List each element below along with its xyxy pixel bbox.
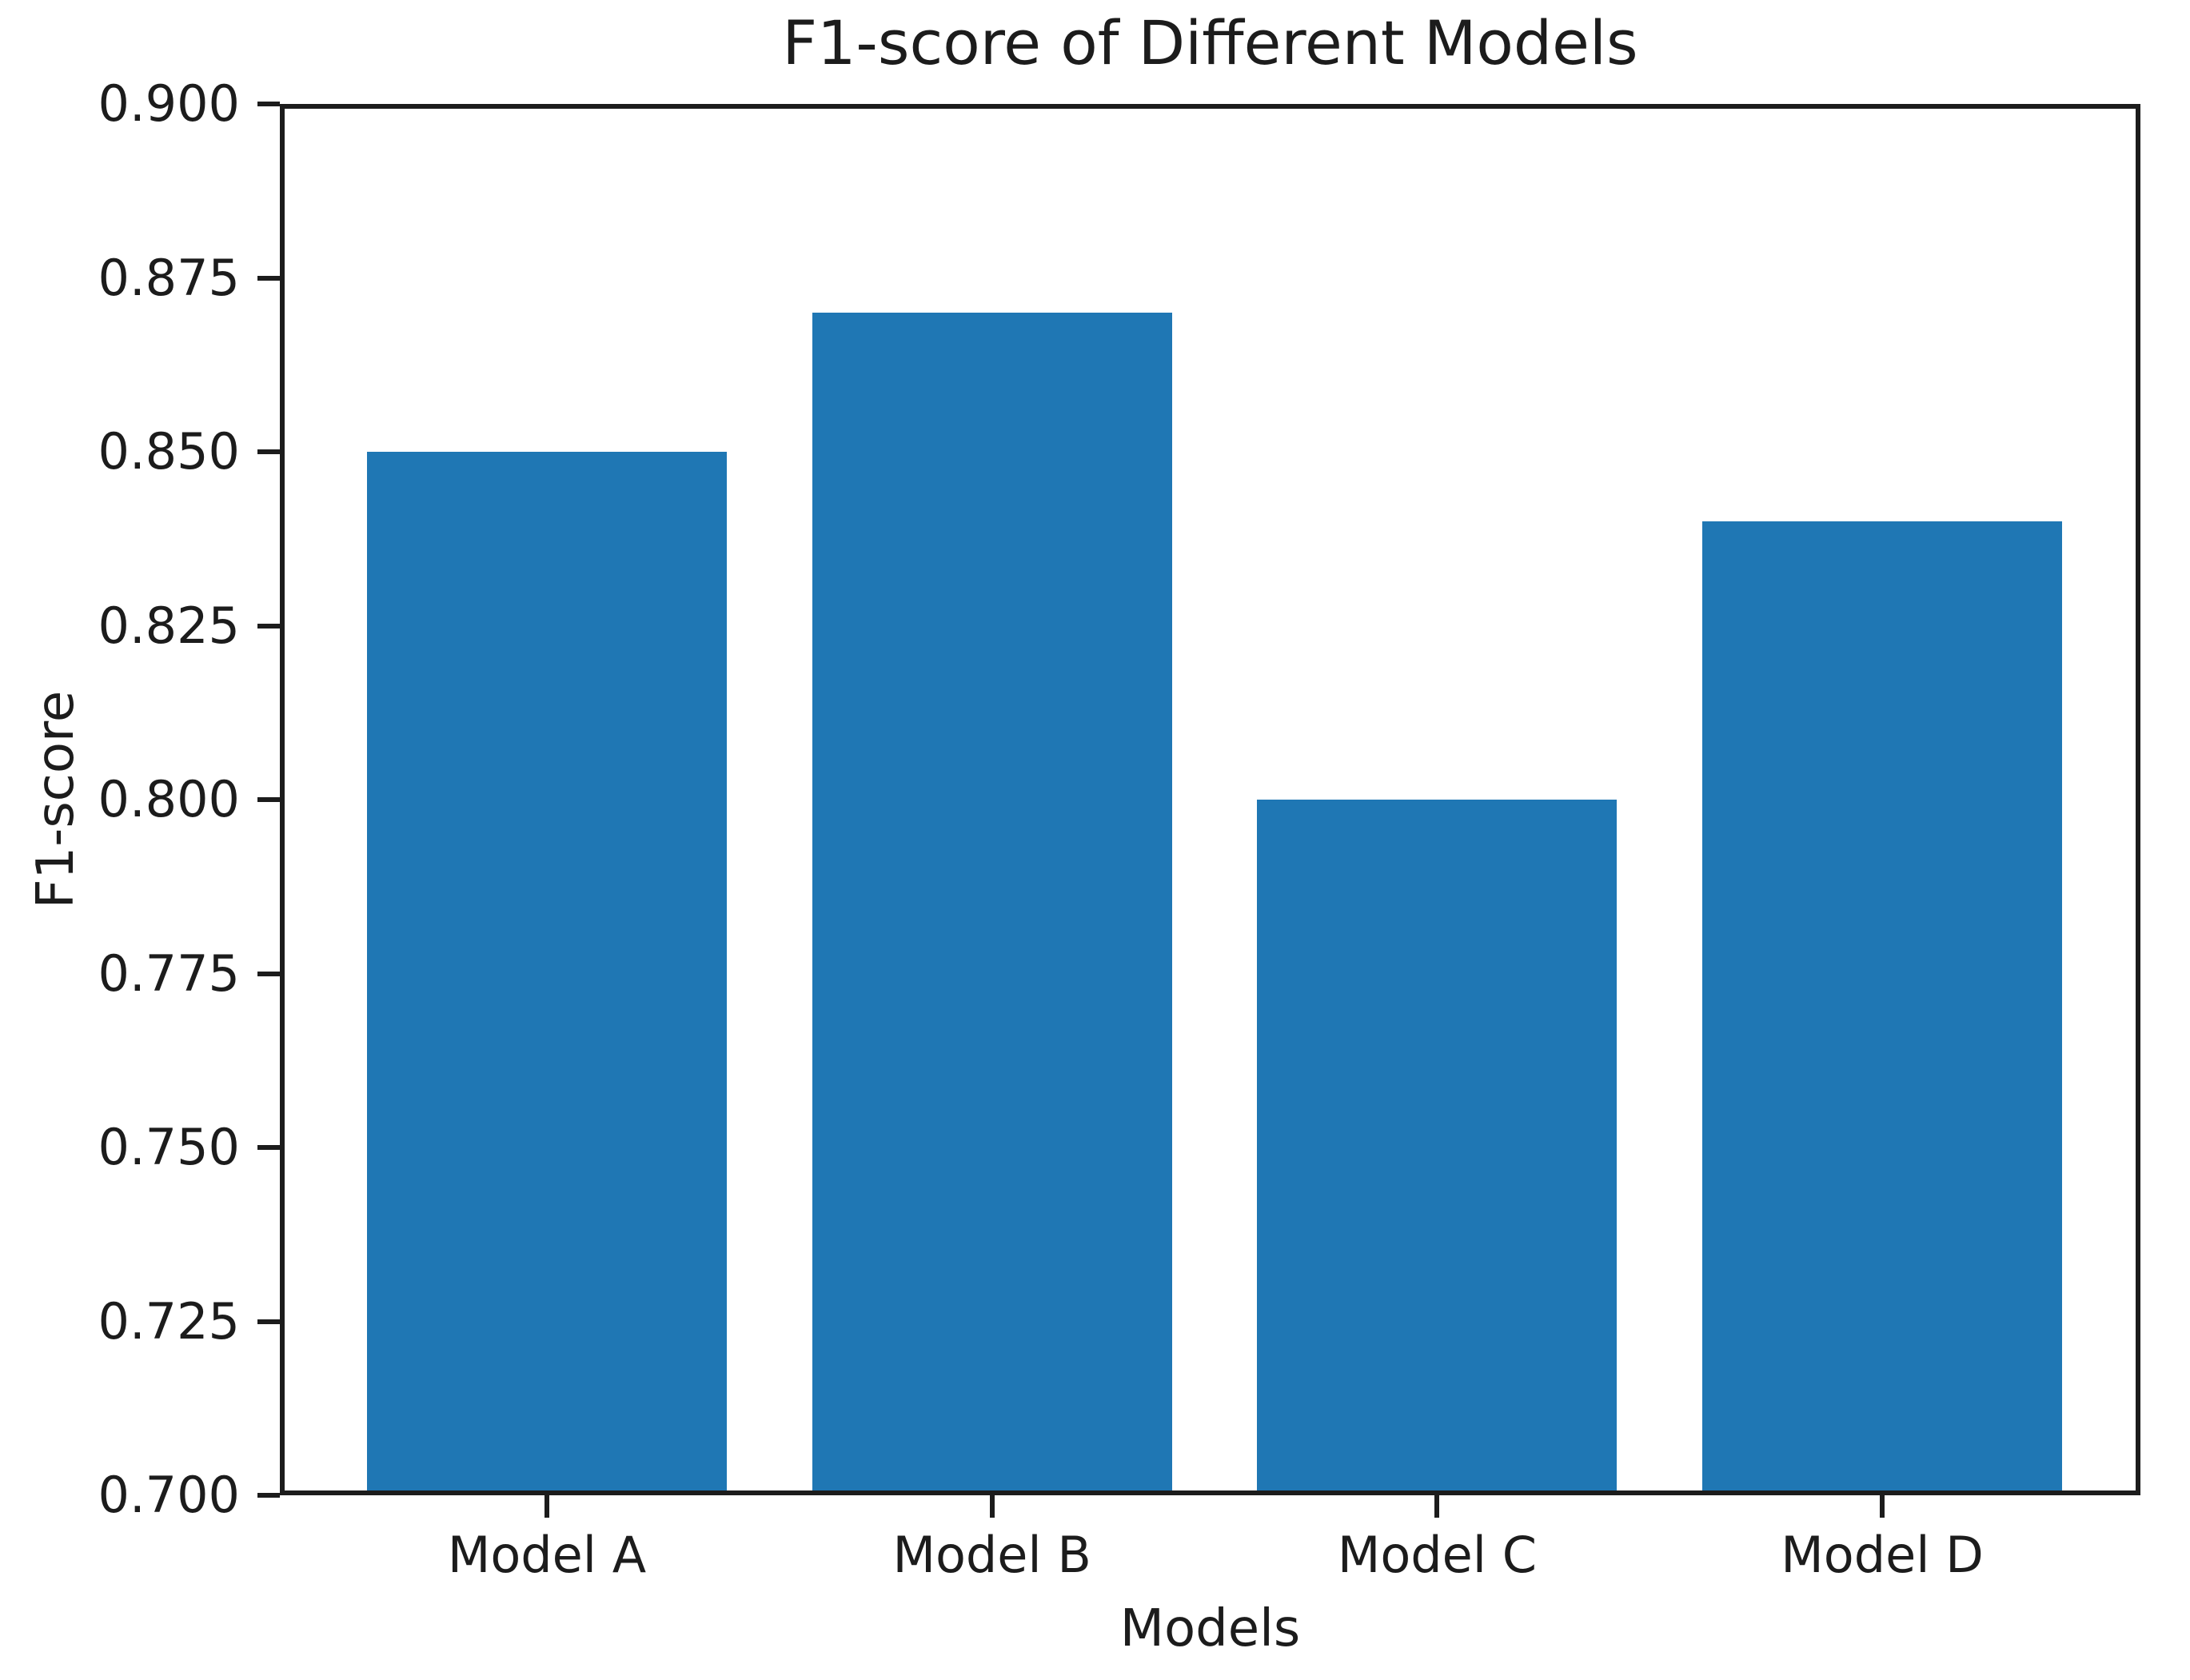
bar-model-d: [1702, 521, 2063, 1495]
bar-model-a: [367, 452, 728, 1495]
y-tick-label: 0.750: [98, 1118, 241, 1176]
y-axis-label: F1-score: [26, 690, 86, 909]
y-tick-label: 0.900: [98, 74, 241, 133]
x-tick-label: Model B: [892, 1526, 1091, 1584]
y-tick-label: 0.700: [98, 1466, 241, 1524]
bar-model-b: [812, 313, 1172, 1495]
y-tick-mark: [257, 971, 280, 976]
y-tick-mark: [257, 1145, 280, 1150]
x-tick-mark: [1434, 1495, 1440, 1518]
y-tick-label: 0.850: [98, 422, 241, 481]
y-tick-mark: [257, 275, 280, 281]
bar-model-c: [1257, 800, 1618, 1495]
y-tick-mark: [257, 1493, 280, 1498]
y-tick-label: 0.875: [98, 248, 241, 307]
x-tick-mark: [545, 1495, 550, 1518]
y-tick-mark: [257, 102, 280, 106]
y-tick-mark: [257, 797, 280, 802]
y-tick-mark: [257, 1319, 280, 1324]
y-tick-label: 0.800: [98, 770, 241, 828]
chart-title: F1-score of Different Models: [782, 7, 1638, 78]
y-tick-label: 0.725: [98, 1291, 241, 1351]
x-axis-label: Models: [1119, 1599, 1301, 1658]
y-tick-mark: [257, 449, 280, 454]
x-tick-label: Model D: [1781, 1526, 1984, 1584]
x-tick-mark: [1880, 1495, 1885, 1518]
x-tick-label: Model A: [447, 1526, 647, 1584]
x-tick-label: Model C: [1337, 1526, 1537, 1584]
y-tick-label: 0.775: [98, 944, 241, 1003]
y-tick-mark: [257, 623, 280, 629]
x-tick-mark: [989, 1495, 995, 1518]
plot-area: [257, 102, 2140, 1498]
y-tick-label: 0.825: [98, 596, 241, 655]
